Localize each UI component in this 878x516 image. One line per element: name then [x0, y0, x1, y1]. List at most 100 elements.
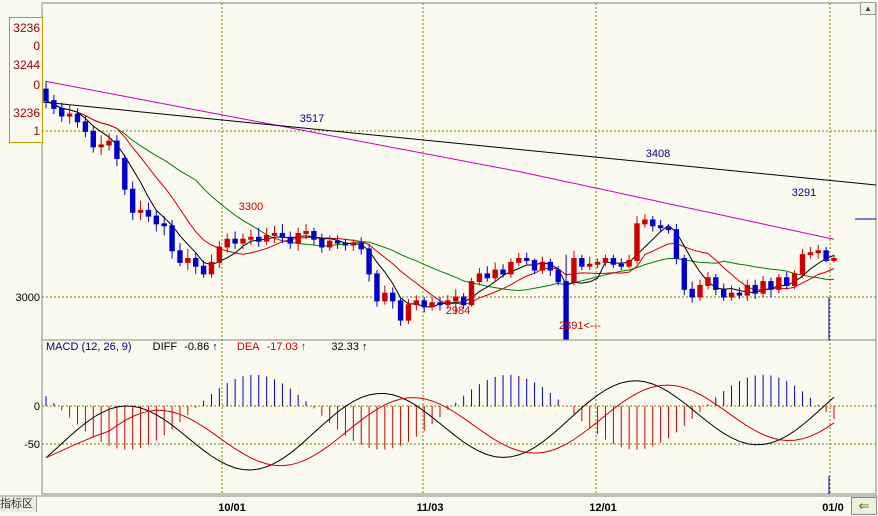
candle-body — [98, 144, 104, 148]
candle-body — [744, 284, 751, 296]
diff-label: DIFF — [152, 341, 178, 353]
candle-body — [547, 261, 554, 271]
candle-body — [484, 273, 490, 279]
candle-body — [776, 277, 782, 290]
candle-body — [216, 246, 223, 263]
candle-body — [697, 284, 703, 298]
candle-body — [492, 269, 498, 279]
candle-body — [263, 234, 270, 242]
candle-body — [390, 292, 396, 302]
y-tick-label: 3000 — [16, 292, 40, 304]
candle-body — [358, 242, 364, 250]
candle-body — [374, 273, 380, 302]
candle-body — [311, 231, 317, 240]
candle-body — [295, 232, 301, 244]
candle-body — [366, 248, 372, 275]
candle-body — [208, 261, 215, 275]
macd-panel-frame — [41, 339, 877, 495]
candle-body — [382, 292, 388, 302]
candle-body — [319, 238, 325, 248]
candle-body — [129, 188, 136, 213]
candle-body — [508, 261, 514, 275]
candle-body — [437, 302, 443, 306]
candle-body — [224, 238, 230, 248]
candle-body — [594, 261, 601, 265]
candle-body — [516, 258, 522, 263]
candle-body — [51, 100, 57, 109]
value-box: 3236 0 3244 0 3236 1 — [9, 17, 43, 143]
ma20-line — [45, 100, 834, 292]
indicator-area-tab[interactable]: 指标区 — [0, 497, 37, 512]
candle-body — [563, 281, 569, 340]
candle-body — [807, 252, 814, 256]
candle-body — [531, 259, 538, 271]
candle-body — [720, 288, 727, 298]
candle-body — [760, 281, 766, 294]
candle-body — [555, 269, 561, 283]
candle-body — [145, 209, 152, 217]
candle-body — [571, 258, 577, 283]
candle-body — [397, 300, 404, 321]
scroll-up-button[interactable]: ▲ — [860, 2, 876, 15]
candle-body — [153, 215, 160, 225]
candle-body — [736, 292, 743, 296]
value-box-line: 0 — [33, 39, 40, 53]
macd-legend: MACD (12, 26, 9) DIFF -0.86 ↑ DEA -17.03… — [46, 341, 371, 353]
candle-body — [342, 242, 349, 246]
macd-y-tick-label: -50 — [24, 439, 40, 451]
price-annotation: 3408 — [646, 148, 670, 160]
dea-line — [45, 384, 835, 467]
candle-body — [421, 300, 427, 308]
candle-body — [256, 236, 262, 242]
x-tick-label: 01/0 — [822, 502, 843, 514]
candle-body — [59, 107, 65, 117]
price-annotation: 2891<--- — [559, 320, 601, 332]
candle-body — [650, 219, 656, 227]
candle-body — [476, 273, 483, 283]
candle-body — [453, 296, 459, 302]
candle-body — [587, 263, 593, 267]
price-annotation: 3300 — [239, 201, 263, 213]
candle-body — [626, 259, 632, 267]
candle-body — [326, 240, 333, 248]
candle-body — [657, 225, 664, 229]
value-box-line: 3236 — [13, 21, 40, 35]
candle-body — [445, 300, 451, 306]
candle-body — [539, 261, 546, 271]
candle-body — [169, 225, 175, 252]
candle-body — [232, 238, 238, 244]
candle-body — [602, 258, 609, 263]
back-arrow-button[interactable]: ⇐ — [851, 497, 877, 515]
x-tick-label: 12/01 — [589, 502, 617, 514]
value-box-line: 3236 — [13, 106, 40, 120]
candle-body — [681, 258, 687, 290]
trend-line — [41, 101, 877, 186]
macd-name: MACD (12, 26, 9) — [46, 341, 132, 353]
candle-body — [405, 304, 412, 321]
candle-body — [193, 258, 199, 267]
candle-body — [523, 258, 530, 261]
candle-body — [240, 238, 246, 244]
value-box-line: 0 — [33, 78, 40, 92]
candle-body — [303, 231, 309, 234]
candle-body — [500, 269, 506, 275]
candle-body — [468, 281, 475, 306]
candle-body — [287, 236, 293, 244]
diff-value: -0.86 ↑ — [184, 341, 218, 353]
x-tick-label: 11/03 — [417, 502, 444, 514]
candle-body — [791, 273, 798, 286]
candle-body — [689, 288, 695, 298]
dea-value: -17.03 ↑ — [266, 341, 307, 353]
candle-body — [768, 281, 774, 290]
candle-body — [665, 227, 672, 231]
x-tick-label: 10/01 — [218, 502, 246, 514]
candle-body — [66, 113, 73, 117]
candle-body — [350, 242, 357, 246]
candle-body — [413, 300, 420, 306]
candle-body — [334, 240, 341, 244]
candle-body — [279, 232, 286, 238]
candle-body — [114, 140, 120, 159]
price-annotation: 3517 — [300, 113, 324, 125]
candle-body — [177, 250, 183, 263]
